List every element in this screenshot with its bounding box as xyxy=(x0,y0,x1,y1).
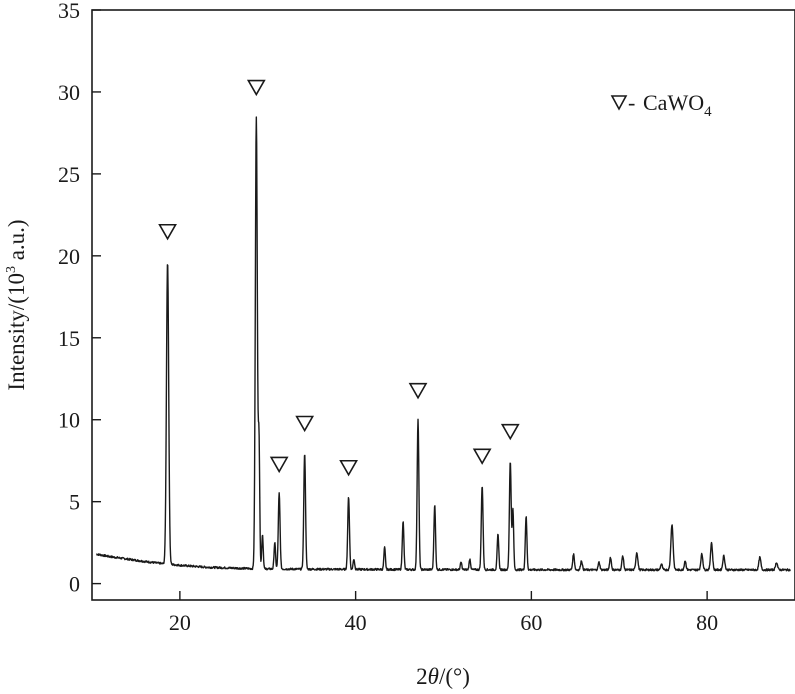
y-tick-label: 10 xyxy=(58,408,80,433)
series-line-intensity xyxy=(96,116,791,572)
y-tick-label: 5 xyxy=(69,490,80,515)
axis-ticks xyxy=(92,9,708,600)
x-axis-label: 2θ/(°) xyxy=(416,664,470,689)
legend-label: CaWO4 xyxy=(643,90,712,120)
y-tick-label: 30 xyxy=(58,80,80,105)
legend-label-main: CaWO xyxy=(643,90,704,115)
legend: - CaWO4 xyxy=(610,90,712,120)
y-axis-label-pre: Intensity/(10 xyxy=(4,273,29,391)
peak-marker-icon xyxy=(158,223,177,241)
peak-markers xyxy=(158,79,520,477)
peak-marker-icon xyxy=(339,459,358,477)
y-axis-label-post: a.u.) xyxy=(4,219,29,266)
y-axis-label: Intensity/(103 a.u.) xyxy=(4,219,29,390)
y-axis-label-sup: 3 xyxy=(4,266,19,273)
plot-frame xyxy=(91,9,795,601)
y-tick-label: 25 xyxy=(58,162,80,187)
legend-marker-icon xyxy=(610,95,628,111)
x-tick-label: 40 xyxy=(345,610,367,635)
peak-marker-icon xyxy=(408,382,428,400)
y-tick-label: 15 xyxy=(58,326,80,351)
legend-dash: - xyxy=(628,90,635,115)
x-tick-label: 80 xyxy=(696,610,718,635)
x-axis-label-pre: 2 xyxy=(416,664,428,689)
tick-labels: 20 40 60 80 0 5 10 15 20 25 30 35 xyxy=(58,0,718,635)
y-tick-label: 35 xyxy=(58,0,80,23)
y-tick-label: 20 xyxy=(58,244,80,269)
peak-marker-icon xyxy=(295,415,315,433)
peak-marker-icon xyxy=(269,456,289,474)
peak-marker-icon xyxy=(246,79,266,97)
x-tick-label: 60 xyxy=(520,610,542,635)
legend-label-sub: 4 xyxy=(704,104,712,120)
peak-marker-icon xyxy=(472,448,492,465)
x-tick-label: 20 xyxy=(169,610,191,635)
peak-marker-icon xyxy=(500,423,520,441)
y-tick-label: 0 xyxy=(69,572,80,597)
x-axis-label-theta: θ xyxy=(428,664,439,689)
x-axis-label-post: /(°) xyxy=(439,664,470,689)
